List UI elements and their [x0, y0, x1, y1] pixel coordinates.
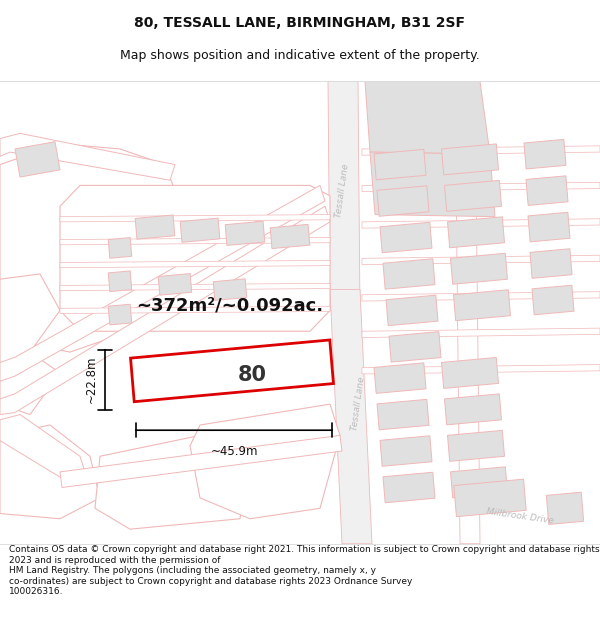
Text: Millbrook Drive: Millbrook Drive: [486, 508, 554, 526]
Polygon shape: [448, 431, 505, 461]
Polygon shape: [530, 249, 572, 278]
Polygon shape: [60, 186, 330, 331]
Polygon shape: [180, 218, 220, 242]
Polygon shape: [362, 146, 600, 155]
Polygon shape: [380, 436, 432, 466]
Polygon shape: [131, 340, 334, 402]
Polygon shape: [270, 224, 310, 249]
Polygon shape: [386, 295, 438, 326]
Polygon shape: [190, 404, 340, 519]
Polygon shape: [60, 283, 330, 291]
Text: Map shows position and indicative extent of the property.: Map shows position and indicative extent…: [120, 49, 480, 62]
Polygon shape: [445, 181, 502, 211]
Polygon shape: [330, 289, 372, 544]
Polygon shape: [377, 399, 429, 430]
Polygon shape: [0, 206, 330, 414]
Polygon shape: [362, 255, 600, 264]
Polygon shape: [389, 332, 441, 362]
Text: 80: 80: [238, 365, 266, 385]
Polygon shape: [0, 425, 100, 519]
Text: ~45.9m: ~45.9m: [210, 445, 258, 458]
Polygon shape: [362, 364, 600, 374]
Polygon shape: [448, 217, 505, 248]
Polygon shape: [454, 479, 526, 517]
Polygon shape: [0, 133, 175, 180]
Polygon shape: [454, 290, 511, 321]
Polygon shape: [60, 306, 330, 314]
Polygon shape: [451, 253, 508, 284]
Text: Tessall Lane: Tessall Lane: [350, 376, 366, 432]
Text: 80, TESSALL LANE, BIRMINGHAM, B31 2SF: 80, TESSALL LANE, BIRMINGHAM, B31 2SF: [134, 16, 466, 30]
Polygon shape: [135, 215, 175, 239]
Polygon shape: [365, 81, 490, 154]
Polygon shape: [60, 214, 330, 222]
Polygon shape: [0, 274, 60, 414]
Polygon shape: [362, 219, 600, 228]
Polygon shape: [60, 436, 342, 488]
Text: ~372m²/~0.092ac.: ~372m²/~0.092ac.: [136, 296, 323, 314]
Polygon shape: [547, 492, 584, 524]
Polygon shape: [445, 394, 502, 425]
Polygon shape: [528, 213, 570, 242]
Polygon shape: [158, 274, 192, 295]
Text: ~22.8m: ~22.8m: [85, 356, 97, 404]
Polygon shape: [15, 142, 60, 177]
Polygon shape: [60, 238, 330, 245]
Polygon shape: [0, 144, 185, 352]
Polygon shape: [95, 436, 250, 529]
Text: Tessall Lane: Tessall Lane: [334, 163, 350, 218]
Polygon shape: [0, 186, 325, 381]
Polygon shape: [0, 414, 85, 477]
Polygon shape: [374, 149, 426, 180]
Polygon shape: [362, 328, 600, 338]
Polygon shape: [532, 285, 574, 315]
Polygon shape: [455, 81, 480, 544]
Polygon shape: [213, 279, 247, 301]
Polygon shape: [362, 182, 600, 192]
Polygon shape: [108, 238, 132, 258]
Polygon shape: [442, 144, 499, 175]
Text: Contains OS data © Crown copyright and database right 2021. This information is : Contains OS data © Crown copyright and d…: [9, 546, 599, 596]
Polygon shape: [383, 472, 435, 502]
Polygon shape: [451, 467, 508, 498]
Polygon shape: [225, 221, 265, 246]
Polygon shape: [524, 139, 566, 169]
Polygon shape: [108, 304, 132, 325]
Polygon shape: [362, 292, 600, 301]
Polygon shape: [370, 152, 495, 217]
Polygon shape: [374, 363, 426, 393]
Polygon shape: [377, 186, 429, 216]
Polygon shape: [380, 222, 432, 253]
Polygon shape: [442, 357, 499, 388]
Polygon shape: [328, 81, 360, 311]
Polygon shape: [108, 271, 132, 292]
Polygon shape: [383, 259, 435, 289]
Polygon shape: [526, 176, 568, 206]
Polygon shape: [60, 261, 330, 268]
